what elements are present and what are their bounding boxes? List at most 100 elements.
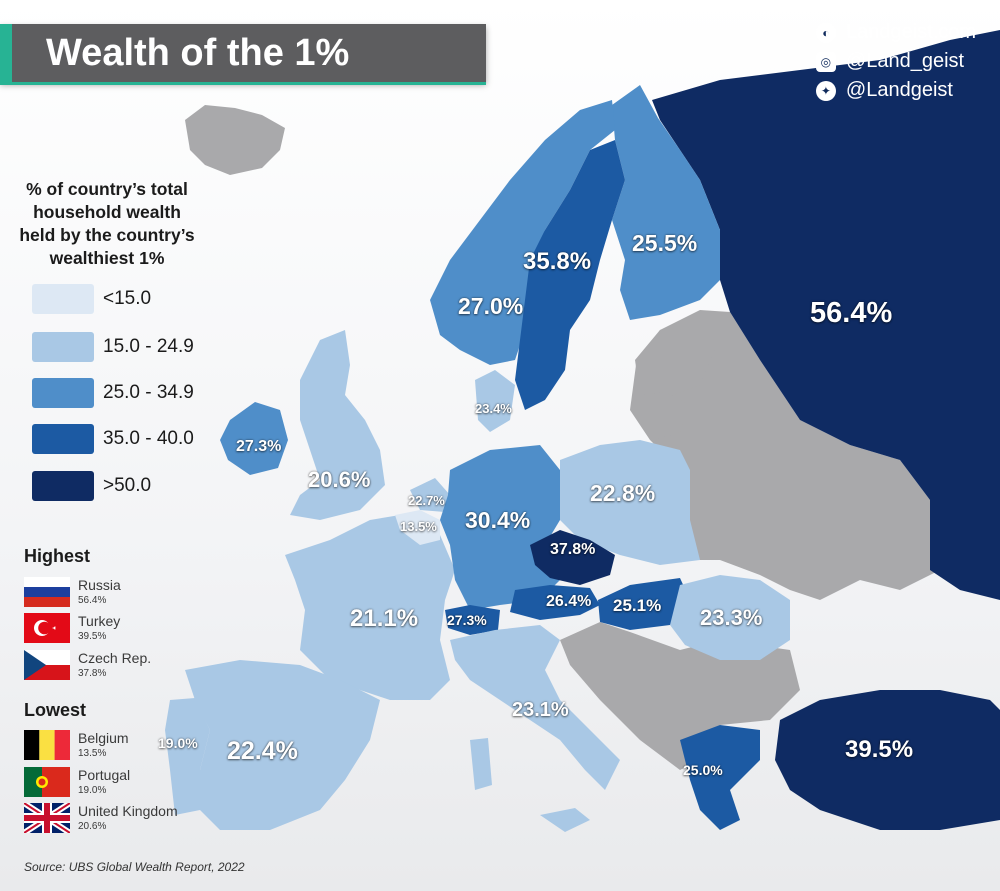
map-label-netherlands: 22.7% xyxy=(408,493,445,508)
map-label-greece: 25.0% xyxy=(683,762,723,778)
map-label-norway: 27.0% xyxy=(458,293,524,319)
highest-value: 56.4% xyxy=(78,595,107,606)
legend-title-line: wealthiest 1% xyxy=(49,248,165,268)
poland xyxy=(560,440,700,565)
switzerland xyxy=(445,605,500,635)
social-twitter[interactable]: ✦ @Landgeist xyxy=(815,76,976,105)
turkey xyxy=(775,690,1000,830)
germany xyxy=(440,445,560,610)
highest-heading: Highest xyxy=(24,546,91,566)
instagram-handle: @Land_geist xyxy=(845,50,965,72)
map-label-turkey: 39.5% xyxy=(845,736,914,763)
austria xyxy=(510,585,600,620)
legend-swatch xyxy=(32,378,94,408)
belgium xyxy=(395,510,440,545)
france xyxy=(285,515,455,700)
page-title: Wealth of the 1% xyxy=(46,32,350,74)
instagram-icon: ◎ xyxy=(815,51,836,72)
united-kingdom xyxy=(290,330,385,520)
legend-swatch xyxy=(32,284,94,314)
map-label-belgium: 13.5% xyxy=(400,519,437,534)
website-text: Landgeist.com xyxy=(845,21,976,43)
social-website[interactable]: ◐ Landgeist.com xyxy=(815,18,976,47)
map-label-germany: 30.4% xyxy=(465,507,531,533)
highest-country: Turkey xyxy=(78,613,121,629)
map-label-austria: 26.4% xyxy=(546,593,592,610)
sardinia xyxy=(470,738,492,790)
twitter-handle: @Landgeist xyxy=(845,79,953,101)
social-links: ◐ Landgeist.com ◎ @Land_geist ✦ @Landgei… xyxy=(815,18,976,105)
highest-country: Czech Rep. xyxy=(78,650,152,666)
highest-value: 37.8% xyxy=(78,668,107,679)
russia xyxy=(652,30,1000,600)
title-banner: Wealth of the 1% xyxy=(0,24,486,82)
lowest-heading: Lowest xyxy=(24,700,87,720)
map-label-italy: 23.1% xyxy=(512,699,569,721)
map-label-spain: 22.4% xyxy=(227,737,298,765)
romania xyxy=(670,575,790,660)
iceland xyxy=(185,105,285,175)
legend-title-line: % of country’s total xyxy=(26,179,188,199)
legend-title: % of country’s total household wealth he… xyxy=(12,178,202,270)
hungary xyxy=(598,578,690,630)
lowest-value: 20.6% xyxy=(78,821,107,832)
legend-label: >50.0 xyxy=(103,475,152,496)
map-label-france: 21.1% xyxy=(350,605,419,632)
title-accent-bar xyxy=(0,24,12,82)
eastern-europe-grey xyxy=(630,310,940,600)
denmark xyxy=(475,370,515,432)
legend-swatch xyxy=(32,332,94,362)
map-label-switzerland: 27.3% xyxy=(447,612,487,628)
czech-flag-icon xyxy=(24,650,70,680)
legend-label: 15.0 - 24.9 xyxy=(103,336,194,357)
map-label-uk: 20.6% xyxy=(308,467,371,492)
map-label-romania: 23.3% xyxy=(700,605,763,630)
map-label-hungary: 25.1% xyxy=(613,596,662,615)
finland xyxy=(612,85,720,320)
legend-label: 25.0 - 34.9 xyxy=(103,382,194,403)
portugal xyxy=(165,698,210,815)
highest-country: Russia xyxy=(78,577,121,593)
sweden xyxy=(515,140,625,410)
title-underline xyxy=(0,82,486,85)
russia-flag-icon xyxy=(24,577,70,607)
estonia-latvia-grey xyxy=(635,320,715,400)
legend-title-line: held by the country’s xyxy=(19,225,195,245)
netherlands xyxy=(410,478,450,512)
lowest-value: 13.5% xyxy=(78,748,107,759)
map-label-poland: 22.8% xyxy=(590,480,656,506)
highest-value: 39.5% xyxy=(78,631,107,642)
italy xyxy=(450,625,620,790)
lowest-country: United Kingdom xyxy=(78,803,178,819)
map-label-denmark: 23.4% xyxy=(475,401,512,416)
map-label-czech: 37.8% xyxy=(550,541,596,558)
map-label-finland: 25.5% xyxy=(632,230,698,256)
social-instagram[interactable]: ◎ @Land_geist xyxy=(815,47,976,76)
lowest-country: Portugal xyxy=(78,767,131,783)
legend-swatch xyxy=(32,471,94,501)
legend-label: 35.0 - 40.0 xyxy=(103,428,194,449)
norway xyxy=(430,100,615,365)
turkey-flag-icon xyxy=(24,613,70,643)
ireland xyxy=(220,402,288,475)
lowest-value: 19.0% xyxy=(78,785,107,796)
source-note: Source: UBS Global Wealth Report, 2022 xyxy=(24,860,245,874)
czech-republic xyxy=(530,530,615,585)
lithuania-grey xyxy=(640,392,690,440)
map-label-portugal: 19.0% xyxy=(158,735,198,751)
belgium-flag-icon xyxy=(24,730,70,760)
globe-icon: ◐ xyxy=(815,22,836,43)
legend-title-line: household wealth xyxy=(33,202,181,222)
map-label-russia: 56.4% xyxy=(810,297,893,329)
twitter-icon: ✦ xyxy=(815,80,836,101)
uk-flag-icon xyxy=(24,803,70,833)
sicily xyxy=(540,808,590,832)
greece xyxy=(680,725,760,830)
lowest-country: Belgium xyxy=(78,730,129,746)
portugal-flag-icon xyxy=(24,767,70,797)
legend-swatch xyxy=(32,424,94,454)
legend-label: <15.0 xyxy=(103,288,152,309)
map-label-ireland: 27.3% xyxy=(236,438,282,455)
spain xyxy=(185,660,380,830)
